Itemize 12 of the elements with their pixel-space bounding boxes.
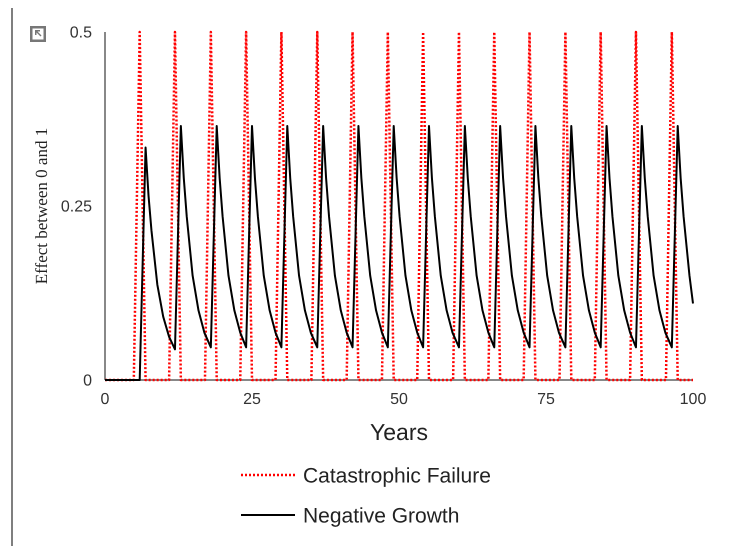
- legend-label: Negative Growth: [303, 504, 460, 528]
- y-axis-title: Effect between 0 and 1: [32, 128, 51, 284]
- y-tick-label: 0.5: [70, 24, 92, 42]
- y-tick-label: 0.25: [60, 198, 92, 216]
- x-tick-label: 100: [680, 391, 706, 408]
- x-tick-label: 75: [537, 391, 555, 408]
- y-tick-label: 0: [83, 372, 92, 390]
- x-tick-label: 25: [243, 391, 261, 408]
- x-tick-label: 0: [100, 391, 110, 408]
- x-axis-title: Years: [370, 419, 428, 445]
- legend-label: Catastrophic Failure: [303, 464, 491, 488]
- x-tick-label: 50: [390, 391, 408, 408]
